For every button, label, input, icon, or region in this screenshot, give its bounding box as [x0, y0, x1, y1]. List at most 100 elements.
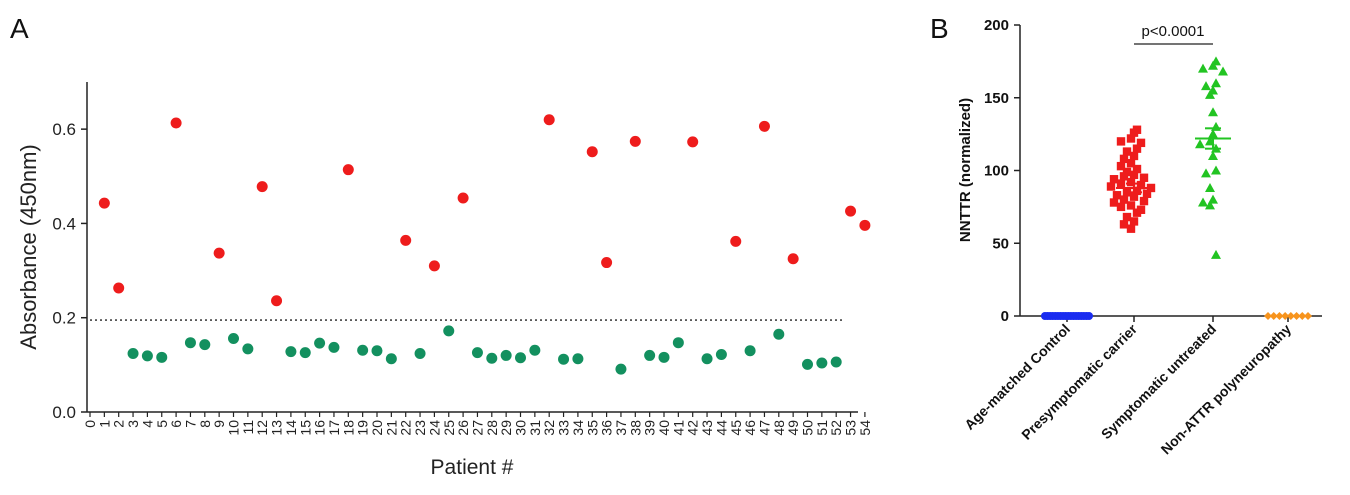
x-tick-label: 14: [283, 420, 299, 436]
data-point: [1298, 312, 1307, 320]
x-tick-label: 40: [656, 420, 672, 436]
green-point: [285, 346, 297, 358]
y-tick-label: 50: [992, 235, 1009, 252]
red-point: [400, 234, 412, 246]
x-tick-label: 4: [139, 420, 155, 428]
red-point: [271, 295, 283, 307]
x-tick-label: 45: [728, 420, 744, 436]
data-point: [1218, 66, 1228, 76]
x-tick-label: 33: [556, 420, 572, 436]
data-point: [1126, 177, 1136, 187]
y-tick-label: 0.2: [52, 309, 76, 328]
red-point: [629, 135, 641, 147]
data-point: [1116, 161, 1126, 171]
green-point: [156, 351, 168, 363]
data-point: [1122, 167, 1132, 177]
x-tick-label: 11: [240, 420, 256, 435]
data-point: [1211, 165, 1221, 175]
red-point: [586, 146, 598, 158]
data-point: [1126, 224, 1136, 233]
green-point: [371, 345, 383, 357]
red-point: [758, 120, 770, 132]
green-point: [486, 352, 498, 364]
green-point: [802, 358, 813, 370]
data-point: [1208, 107, 1218, 117]
x-tick-label: 17: [326, 420, 342, 436]
data-point: [1205, 182, 1215, 192]
data-point: [1126, 159, 1136, 168]
green-point: [199, 339, 211, 351]
x-tick-label: 43: [699, 420, 715, 436]
data-point: [1139, 173, 1149, 182]
data-point: [1208, 60, 1218, 70]
data-point: [1269, 312, 1278, 320]
red-point: [845, 205, 857, 217]
data-point: [1205, 200, 1215, 210]
data-point: [1109, 175, 1119, 184]
x-tick-label: 48: [771, 420, 787, 436]
green-point: [357, 344, 369, 356]
x-tick-label: 3: [125, 420, 141, 428]
green-point: [830, 356, 842, 368]
x-tick-label: 42: [685, 420, 701, 436]
x-tick-label: 51: [814, 420, 830, 436]
data-point: [1281, 312, 1290, 320]
x-tick-label: 41: [670, 420, 686, 436]
data-point: [1142, 189, 1152, 198]
green-point: [644, 349, 656, 361]
red-point: [543, 114, 555, 126]
x-tick-label: 21: [383, 420, 399, 436]
x-tick-label: 39: [642, 420, 658, 436]
x-tick-label: 27: [469, 420, 485, 436]
x-tick-label: 18: [340, 420, 356, 436]
data-point: [1129, 217, 1139, 226]
data-point: [1205, 89, 1215, 99]
green-point: [141, 350, 153, 362]
data-point: [1132, 164, 1142, 174]
data-point: [1132, 208, 1142, 217]
green-point: [414, 348, 426, 360]
x-tick-label: 16: [312, 420, 328, 436]
panel-a-chart: 0.00.20.40.6 012345678910111213141516171…: [16, 82, 873, 479]
red-point: [428, 260, 440, 272]
data-point: [1129, 128, 1139, 137]
x-tick-label: 34: [570, 420, 586, 436]
x-tick-label: 7: [182, 420, 198, 428]
green-point: [672, 337, 684, 349]
data-point: [1286, 312, 1295, 320]
green-point: [385, 353, 397, 365]
green-point: [773, 328, 785, 340]
y-tick-label: 0.0: [52, 403, 76, 422]
green-point: [615, 363, 627, 375]
green-point: [529, 344, 541, 356]
data-point: [1132, 186, 1142, 196]
data-point: [1211, 249, 1221, 259]
x-tick-label: 10: [226, 420, 242, 436]
x-tick-label: 6: [168, 420, 184, 428]
x-tick-label: 25: [441, 420, 457, 436]
data-point: [1129, 170, 1139, 180]
green-point: [184, 337, 196, 349]
x-tick-label: 24: [426, 420, 442, 436]
panel-b-letter: B: [930, 13, 949, 44]
data-point: [1139, 196, 1149, 206]
green-point: [299, 347, 311, 359]
data-point: [1136, 138, 1146, 148]
red-point: [601, 257, 613, 269]
x-tick-label: 8: [197, 420, 213, 428]
x-tick-label: 37: [613, 420, 629, 436]
x-tick-label: 5: [154, 420, 170, 428]
x-tick-label: 12: [254, 420, 270, 436]
data-point: [1208, 150, 1218, 160]
panel-a-letter: A: [10, 13, 29, 44]
y-tick-label: 0: [1001, 308, 1009, 325]
x-tick-label: 20: [369, 420, 385, 436]
x-tick-label: 52: [828, 420, 844, 436]
x-tick-label: 31: [527, 420, 543, 436]
green-point: [715, 348, 727, 360]
panel-a-y-axis-label: Absorbance (450nm): [16, 144, 41, 349]
x-tick-label: 0: [82, 420, 98, 428]
panel-a-x-axis-label: Patient #: [431, 456, 514, 479]
x-tick-label: 38: [627, 420, 643, 436]
